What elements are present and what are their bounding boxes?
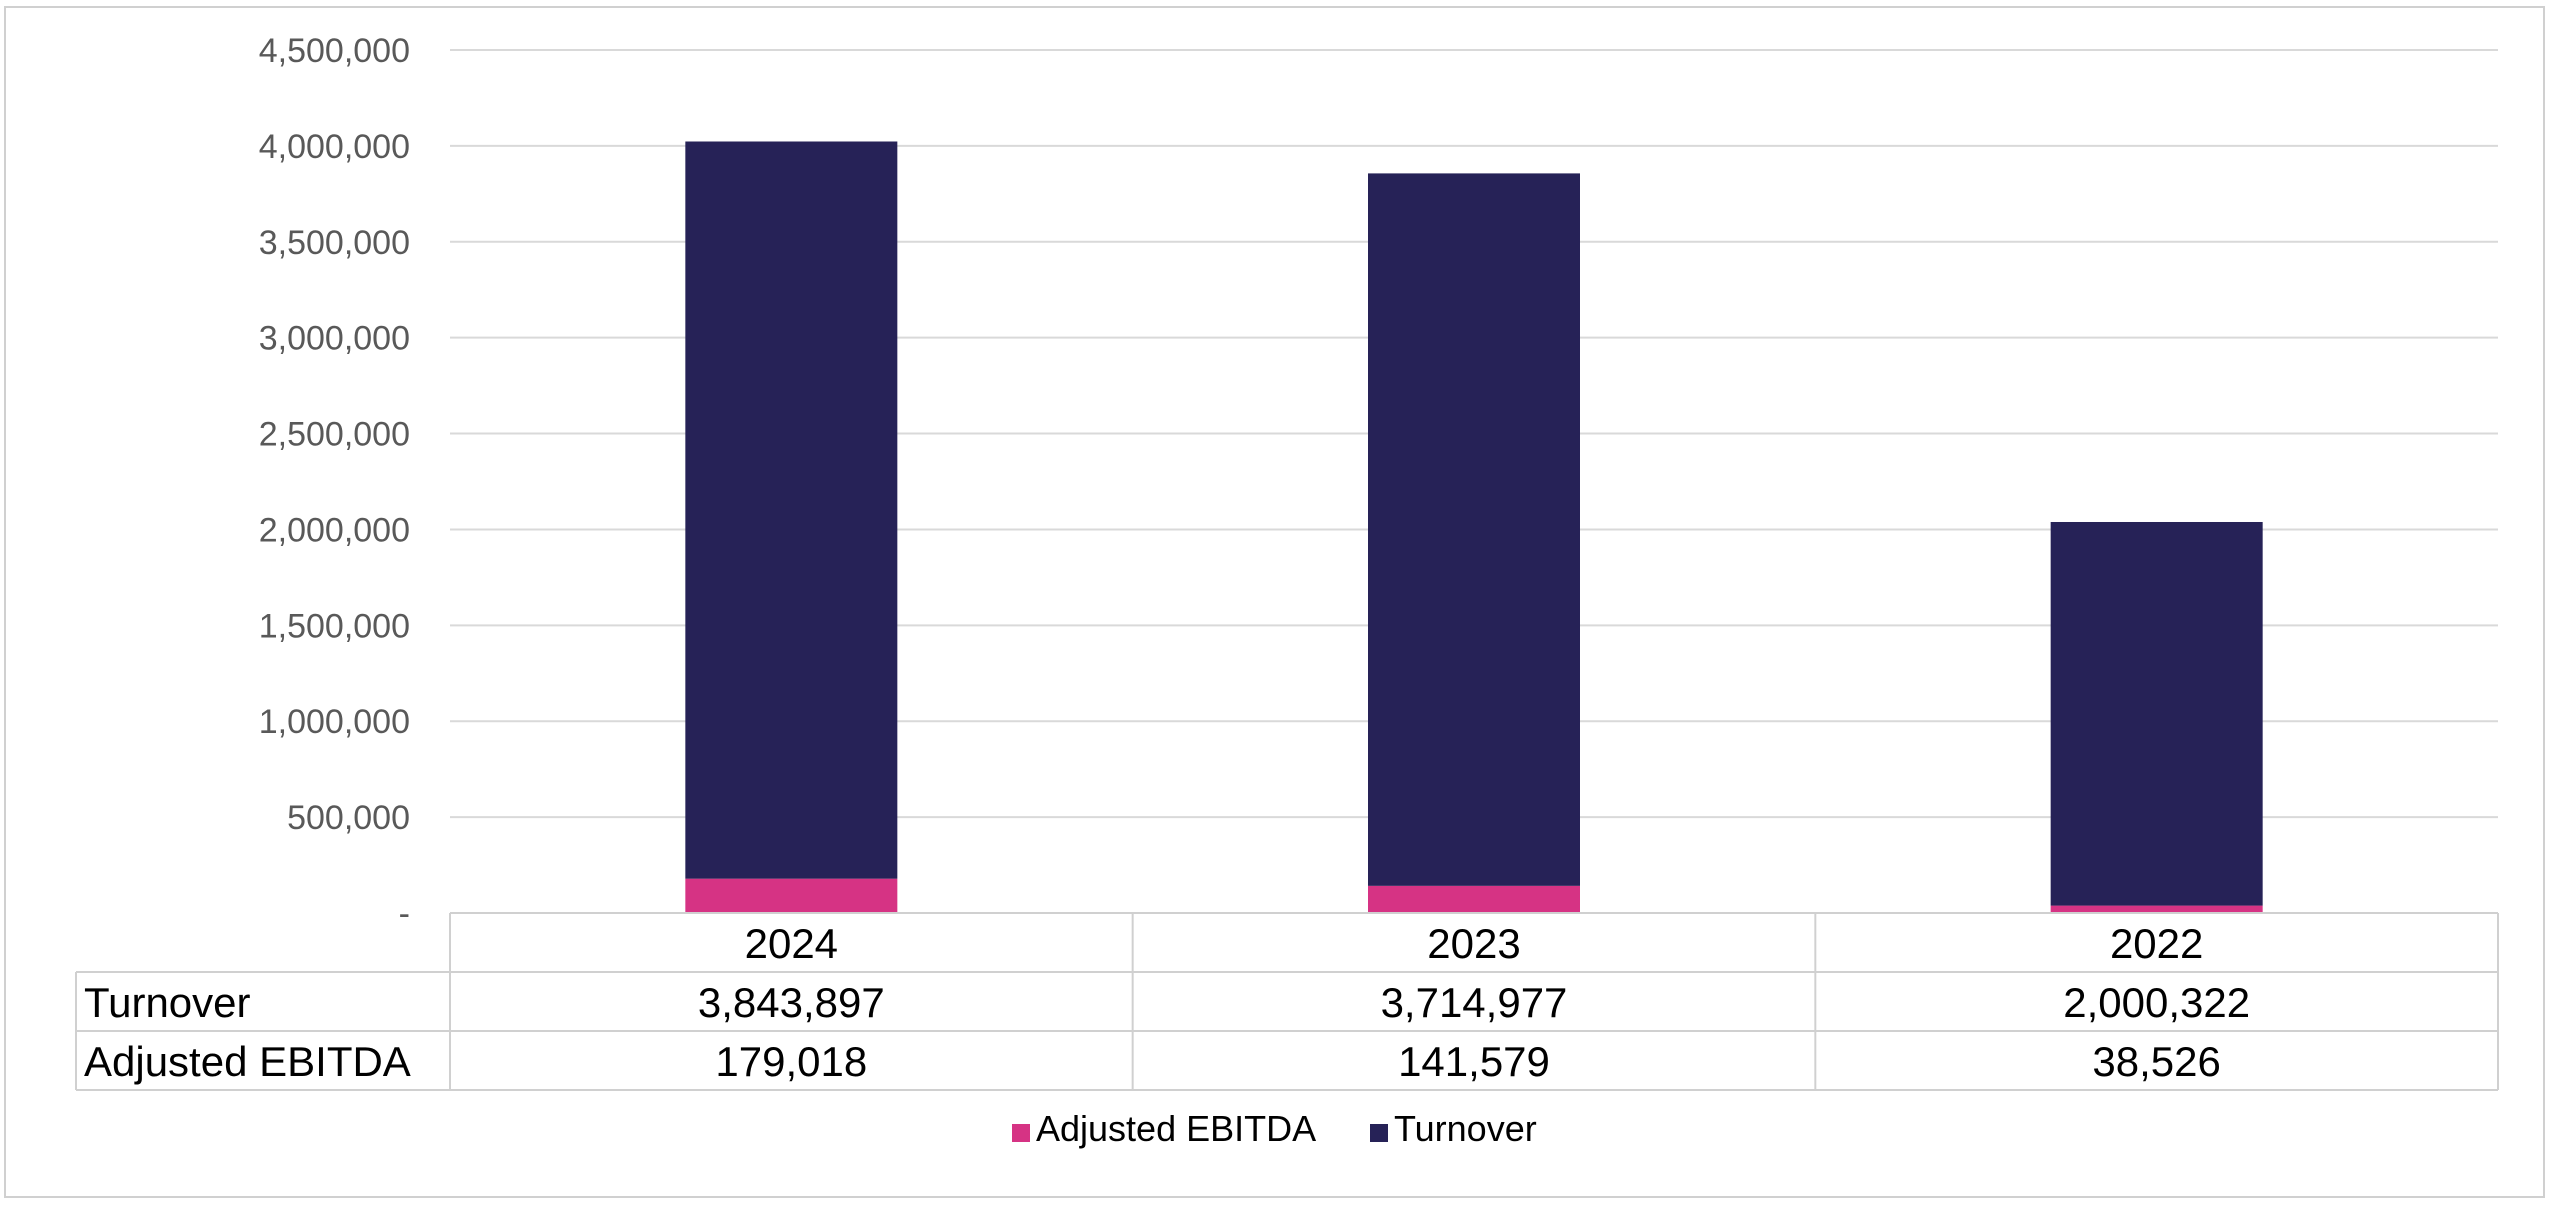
legend: Adjusted EBITDA Turnover	[1012, 1108, 1537, 1149]
y-axis-ticks: - 500,000 1,000,000 1,500,000 2,000,000 2,500…	[259, 32, 410, 933]
table-cell-value: 179,018	[715, 1038, 867, 1085]
y-tick-label: 4,000,000	[259, 128, 410, 166]
table-cell-value: 38,526	[2092, 1038, 2220, 1085]
y-tick-label: 4,500,000	[259, 32, 410, 70]
legend-label: Adjusted EBITDA	[1036, 1108, 1316, 1149]
y-tick-label: -	[399, 895, 410, 933]
data-table: 2024 2023 2022 Turnover 3,843,897 3,714,977 2,…	[75, 912, 2499, 1091]
table-row-label: Adjusted EBITDA	[84, 1038, 411, 1085]
table-cell-value: 2,000,322	[2063, 979, 2250, 1026]
y-tick-label: 3,000,000	[259, 320, 410, 358]
bar-adjusted-ebitda-2024	[685, 878, 898, 913]
bar-turnover-2023	[1368, 173, 1580, 886]
y-tick-label: 2,000,000	[259, 511, 410, 549]
legend-swatch	[1370, 1124, 1388, 1142]
x-category-label: 2024	[745, 920, 838, 967]
table-cell-value: 3,714,977	[1381, 979, 1568, 1026]
bars	[685, 141, 2263, 913]
x-category-label: 2022	[2110, 920, 2203, 967]
y-tick-label: 3,500,000	[259, 224, 410, 262]
table-cell-value: 3,843,897	[698, 979, 885, 1026]
x-category-label: 2023	[1427, 920, 1520, 967]
bar-adjusted-ebitda-2022	[2050, 905, 2263, 913]
y-tick-label: 500,000	[287, 799, 410, 837]
y-tick-label: 1,000,000	[259, 703, 410, 741]
legend-label: Turnover	[1394, 1108, 1537, 1149]
bar-adjusted-ebitda-2023	[1368, 885, 1580, 913]
table-row-label: Turnover	[84, 979, 251, 1026]
table-cell-value: 141,579	[1398, 1038, 1550, 1085]
bar-turnover-2022	[2050, 521, 2263, 906]
bar-turnover-2024	[685, 141, 898, 879]
legend-swatch	[1012, 1124, 1030, 1142]
y-tick-label: 2,500,000	[259, 416, 410, 454]
y-tick-label: 1,500,000	[259, 607, 410, 645]
